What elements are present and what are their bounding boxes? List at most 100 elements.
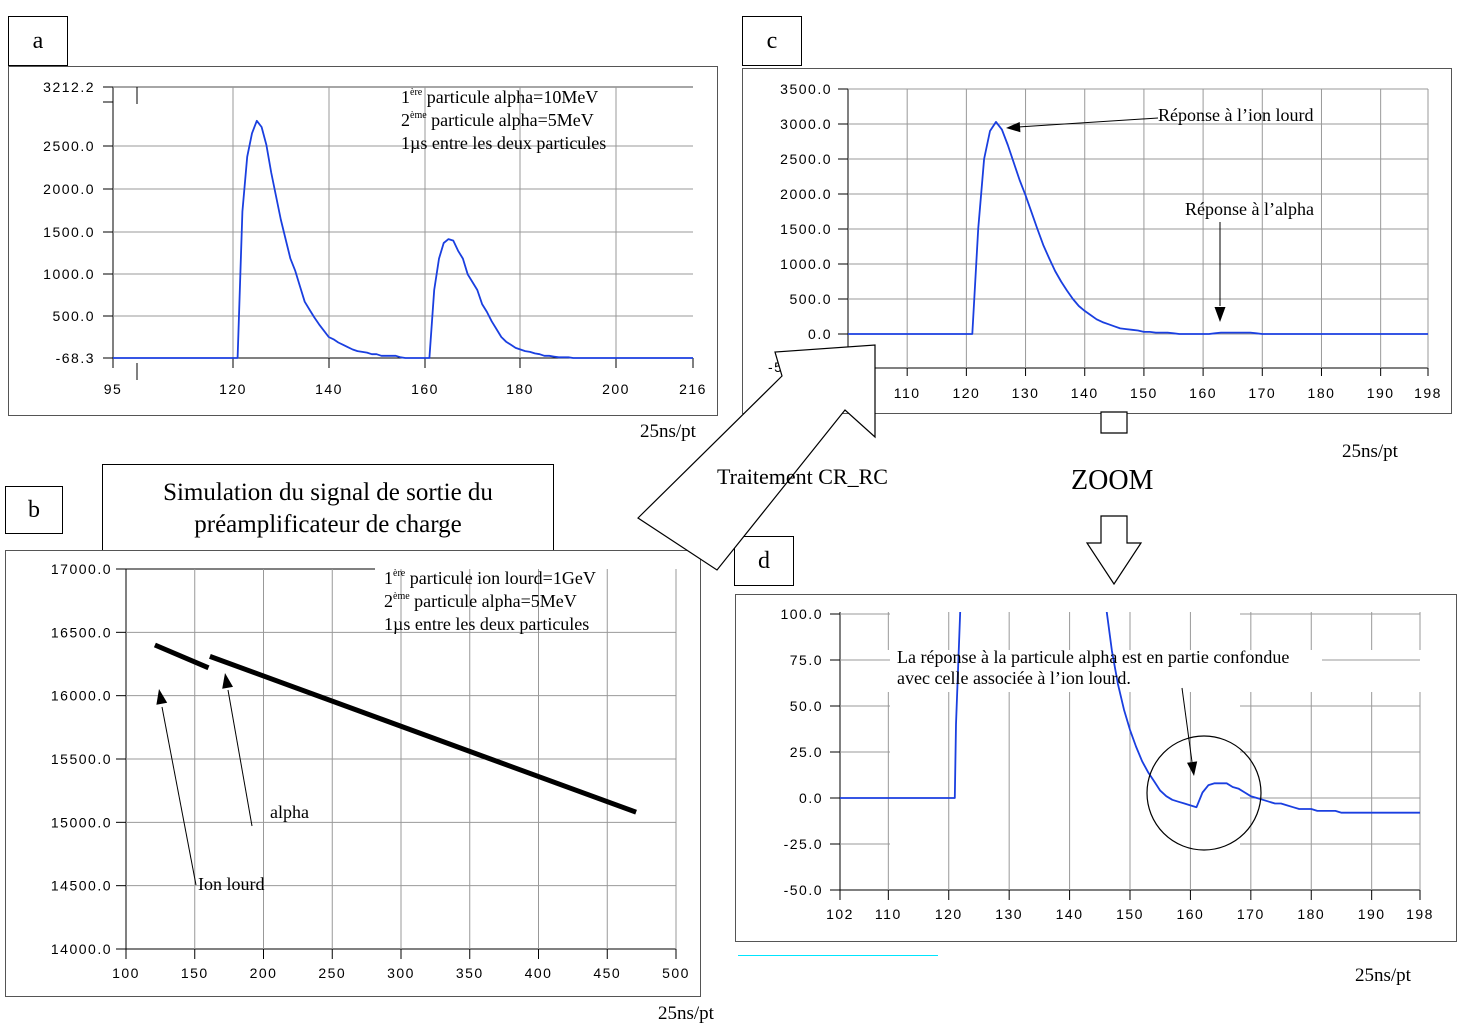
x-tick-label: 198 xyxy=(1406,906,1434,922)
x-tick-label: 350 xyxy=(456,965,484,981)
x-tick-label: 120 xyxy=(935,906,963,922)
simulation-title-line1: Simulation du signal de sortie du xyxy=(163,479,493,506)
x-tick-label: 150 xyxy=(1116,906,1144,922)
x-tick-label: 450 xyxy=(593,965,621,981)
y-tick-label: 14000.0 xyxy=(51,941,112,957)
x-tick-label: 140 xyxy=(1071,385,1099,401)
y-tick-label: 3500.0 xyxy=(780,81,832,97)
alpha-response-label: Réponse à l’alpha xyxy=(1185,199,1314,219)
chart-a-unit-label: 25ns/pt xyxy=(640,421,696,442)
x-tick-label: 140 xyxy=(1056,906,1084,922)
chart-a-annotation-line-2: 2ème particule alpha=5MeV xyxy=(401,110,594,130)
panel-label-b: b xyxy=(5,486,63,534)
chart-d-annotation-line-1: La réponse à la particule alpha est en p… xyxy=(897,647,1289,667)
zoom-arrow-bottom xyxy=(1085,515,1143,586)
x-tick-label: 180 xyxy=(506,381,534,397)
series-line xyxy=(113,119,693,359)
chart-d-unit-label: 25ns/pt xyxy=(1355,965,1411,986)
series-line-2 xyxy=(1105,612,1420,814)
chart-d-annotation-line-2: avec celle associée à l’ion lourd. xyxy=(897,668,1131,688)
x-tick-label: 110 xyxy=(875,906,902,922)
x-tick-label: 150 xyxy=(181,965,209,981)
x-tick-label: 300 xyxy=(387,965,415,981)
x-tick-label: 190 xyxy=(1358,906,1386,922)
annotation-arrow-head xyxy=(1186,761,1198,776)
series-line-1 xyxy=(153,642,210,671)
x-tick-label: 160 xyxy=(1176,906,1204,922)
y-tick-label: 3000.0 xyxy=(780,116,832,132)
cr-rc-arrow xyxy=(637,344,876,571)
alpha-label: alpha xyxy=(270,802,309,822)
panel-label-a: a xyxy=(8,16,68,66)
y-tick-label: 500.0 xyxy=(789,291,832,307)
x-tick-label: 190 xyxy=(1367,385,1395,401)
x-tick-label: 150 xyxy=(1130,385,1158,401)
y-tick-label: 1000.0 xyxy=(780,256,832,272)
x-tick-label: 200 xyxy=(250,965,278,981)
y-tick-label: 15500.0 xyxy=(51,751,112,767)
y-tick-label: 75.0 xyxy=(790,652,823,668)
y-tick-label: 100.0 xyxy=(780,606,823,622)
x-tick-label: 130 xyxy=(995,906,1023,922)
alpha-response-circle xyxy=(1146,735,1262,851)
y-tick-label: 0.0 xyxy=(808,326,832,342)
y-tick-label: 16000.0 xyxy=(51,688,112,704)
series-line-1 xyxy=(840,612,962,799)
chart-b-annotation-line-3: 1µs entre les deux particules xyxy=(384,614,589,634)
alpha-arrow-head xyxy=(1214,306,1226,322)
annotation-arrow-shaft xyxy=(1181,687,1193,763)
x-tick-label: 120 xyxy=(219,381,247,397)
series-line-2 xyxy=(209,654,637,815)
ion-response-label: Réponse à l’ion lourd xyxy=(1158,105,1313,125)
zoom-arrow-top xyxy=(1100,411,1128,434)
y-tick-label: 2000.0 xyxy=(43,181,95,197)
x-tick-label: 160 xyxy=(411,381,439,397)
chart-d-frame xyxy=(735,594,1457,942)
series-line xyxy=(848,121,1428,335)
y-tick-label: -50.0 xyxy=(784,882,823,898)
x-tick-label: 250 xyxy=(318,965,346,981)
ion-arrow-head xyxy=(1006,121,1021,133)
chart-c-unit-label: 25ns/pt xyxy=(1342,441,1398,462)
y-tick-label: 2500.0 xyxy=(43,138,95,154)
x-tick-label: 95 xyxy=(104,381,123,397)
chart-b-annotation-line-2: 2ème particule alpha=5MeV xyxy=(384,591,577,611)
x-tick-label: 180 xyxy=(1308,385,1336,401)
y-tick-label: 500.0 xyxy=(52,308,95,324)
ion-arrow-shaft xyxy=(161,706,197,886)
chart-d-bottom-rule xyxy=(738,955,938,956)
y-tick-label: -68.3 xyxy=(56,350,95,366)
x-tick-label: 198 xyxy=(1414,385,1442,401)
chart-b-unit-label: 25ns/pt xyxy=(658,1003,714,1024)
zoom-label: ZOOM xyxy=(1071,465,1154,496)
simulation-title-line2: préamplificateur de charge xyxy=(194,511,462,538)
y-tick-label: 16500.0 xyxy=(51,624,112,640)
y-tick-label: 50.0 xyxy=(790,698,823,714)
x-tick-label: 170 xyxy=(1248,385,1276,401)
x-tick-label: 180 xyxy=(1297,906,1325,922)
x-tick-label: 200 xyxy=(602,381,630,397)
cr-rc-arrow-label: Traitement CR_RC xyxy=(717,464,888,489)
ion-label: Ion lourd xyxy=(198,874,265,894)
chart-a-annotation-line-3: 1µs entre les deux particules xyxy=(401,133,606,153)
y-tick-label: 0.0 xyxy=(799,790,823,806)
chart-b-frame xyxy=(5,550,701,997)
x-tick-label: 160 xyxy=(1189,385,1217,401)
y-tick-label: 15000.0 xyxy=(51,814,112,830)
y-tick-label: 14500.0 xyxy=(51,878,112,894)
y-tick-label: 2000.0 xyxy=(780,186,832,202)
y-tick-label: 1000.0 xyxy=(43,266,95,282)
x-tick-label: 500 xyxy=(662,965,690,981)
ion-arrow-shaft xyxy=(1017,117,1159,128)
y-tick-label: 1500.0 xyxy=(780,221,832,237)
y-tick-label: -25.0 xyxy=(784,836,823,852)
ion-arrow-head xyxy=(156,689,168,705)
x-tick-label: 216 xyxy=(679,381,707,397)
x-tick-label: 120 xyxy=(952,385,980,401)
x-tick-label: 140 xyxy=(315,381,343,397)
